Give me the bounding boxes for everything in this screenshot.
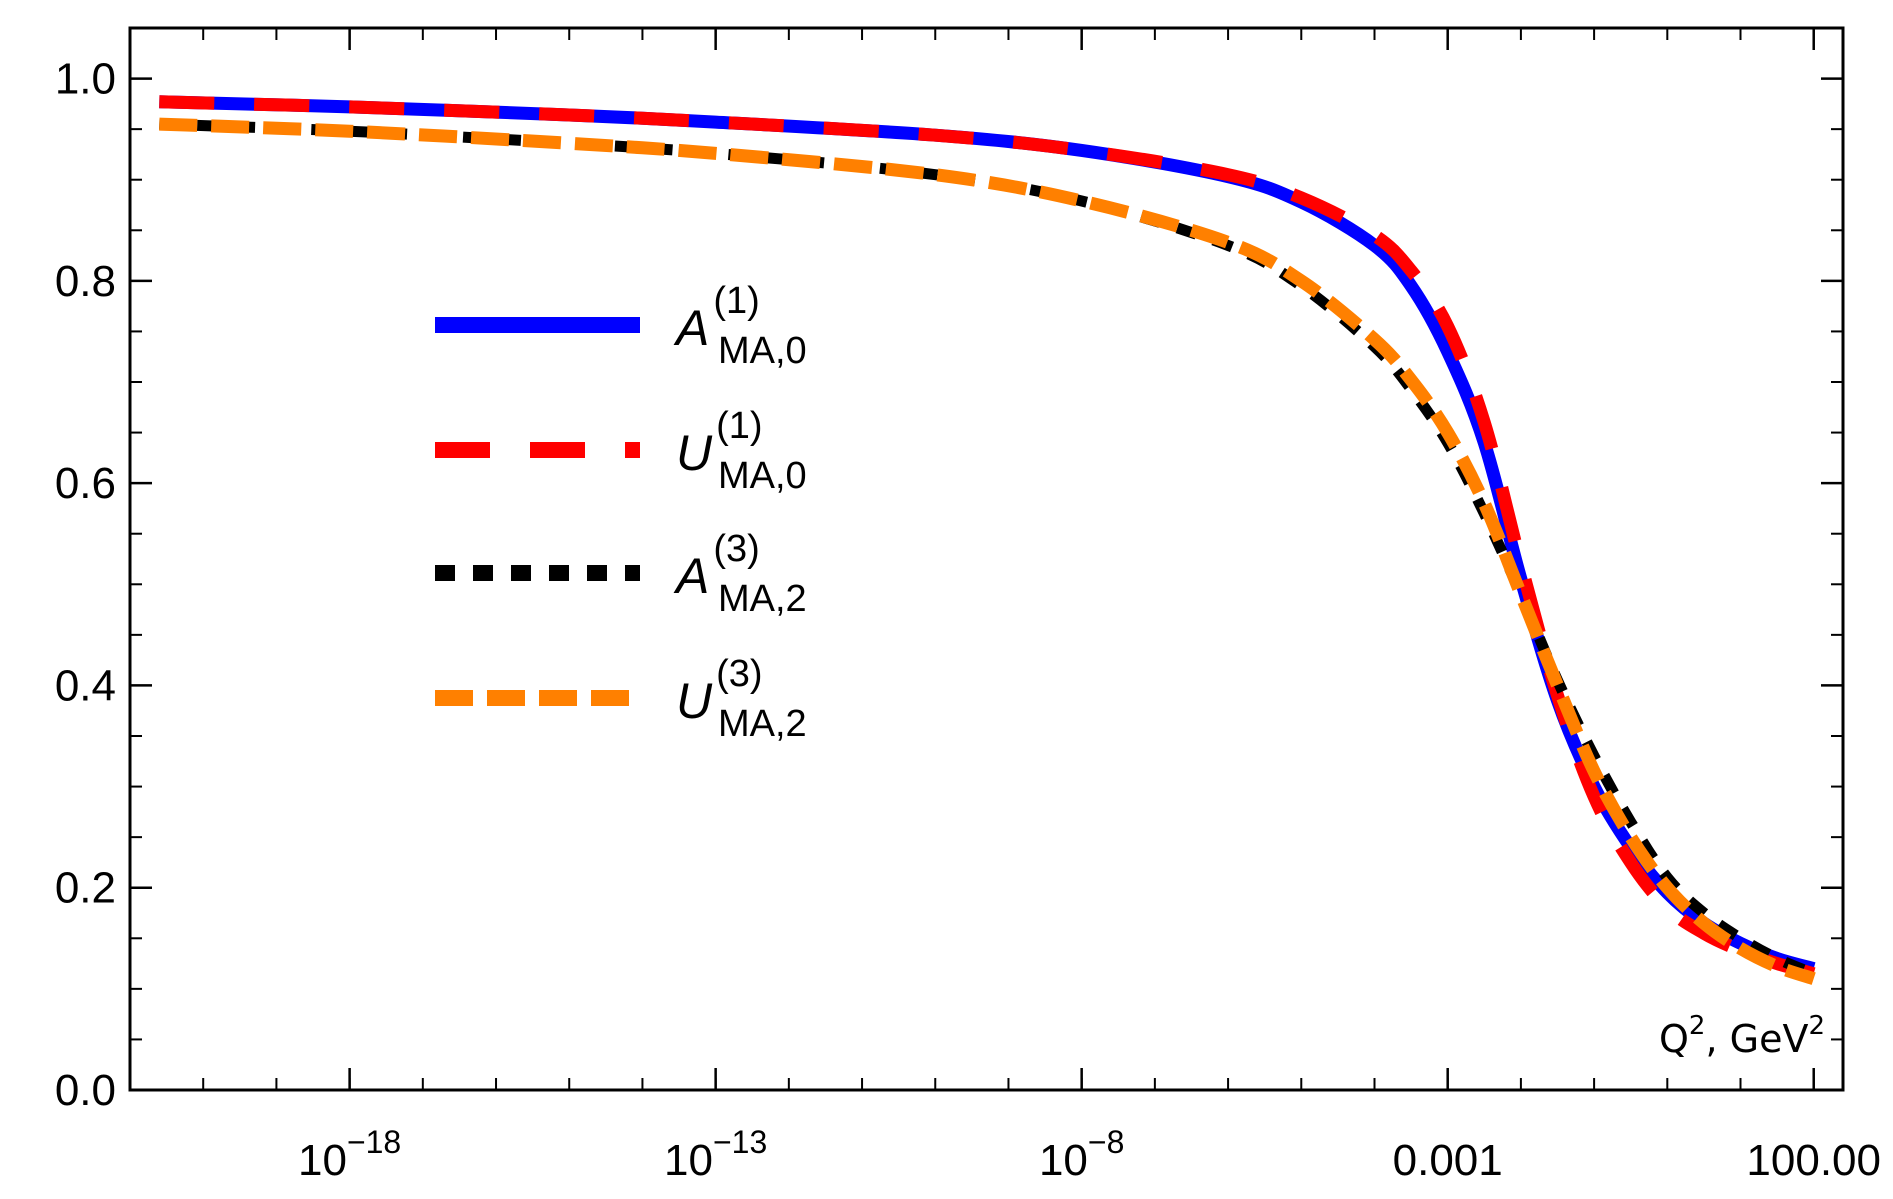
legend-entry-1: U (1) MA,0 bbox=[435, 405, 807, 497]
series-layer bbox=[159, 95, 1816, 985]
x-axis-label-unit: GeV bbox=[1730, 1017, 1809, 1061]
y-tick-label: 0.8 bbox=[55, 257, 116, 306]
legend-main-0: A bbox=[673, 300, 709, 356]
legend-label-0: A (1) MA,0 bbox=[673, 280, 807, 372]
legend-entry-3: U (3) MA,2 bbox=[435, 653, 807, 745]
legend-sub-0: MA,0 bbox=[718, 330, 807, 372]
x-tick-label: 10−18 bbox=[298, 1124, 401, 1185]
y-tick-label: 1.0 bbox=[55, 55, 116, 104]
x-tick-label: 10−13 bbox=[664, 1124, 767, 1185]
series-line-1 bbox=[159, 95, 1816, 980]
x-axis-label-sep: , bbox=[1705, 1017, 1729, 1061]
legend-label-3: U (3) MA,2 bbox=[676, 653, 807, 745]
legend-entry-0: A (1) MA,0 bbox=[435, 280, 807, 372]
axis-ticks bbox=[129, 27, 1843, 1092]
x-tick-label: 0.001 bbox=[1393, 1136, 1503, 1185]
x-axis-label-q: Q bbox=[1659, 1017, 1689, 1061]
x-tick-label: 10−8 bbox=[1039, 1124, 1124, 1185]
plot-frame bbox=[128, 26, 1845, 1092]
y-tick-label: 0.2 bbox=[55, 864, 116, 913]
series-line-2 bbox=[159, 118, 1816, 979]
x-axis-label: Q2, GeV2 bbox=[1659, 1011, 1825, 1061]
legend-main-2: A bbox=[673, 548, 709, 604]
legend-label-2: A (3) MA,2 bbox=[673, 528, 807, 620]
y-tick-label: 0.0 bbox=[55, 1066, 116, 1115]
legend-sup-2: (3) bbox=[713, 528, 759, 570]
legend-main-1: U bbox=[676, 425, 713, 481]
x-tick-label: 100.00 bbox=[1746, 1136, 1881, 1185]
legend-main-3: U bbox=[676, 673, 713, 729]
series-line-3 bbox=[159, 117, 1816, 985]
legend-sup-0: (1) bbox=[713, 280, 759, 322]
y-tick-label: 0.4 bbox=[55, 661, 116, 710]
x-axis-label-unit-sup: 2 bbox=[1808, 1011, 1825, 1041]
legend-sub-1: MA,0 bbox=[718, 455, 807, 497]
legend-sub-3: MA,2 bbox=[718, 703, 807, 745]
legend-entry-2: A (3) MA,2 bbox=[435, 528, 807, 620]
x-axis-label-q-sup: 2 bbox=[1689, 1011, 1706, 1041]
legend: A (1) MA,0 U (1) MA,0 A (3) MA,2 U (3) MA,2 bbox=[435, 280, 807, 745]
axis-tick-labels: 0.0 0.2 0.4 0.6 0.8 1.0 10−18 10−13 10−8 0.001 100… bbox=[55, 55, 1881, 1185]
y-tick-label: 0.6 bbox=[55, 459, 116, 508]
legend-sup-3: (3) bbox=[716, 653, 762, 695]
legend-sub-2: MA,2 bbox=[718, 578, 807, 620]
legend-sup-1: (1) bbox=[716, 405, 762, 447]
legend-label-1: U (1) MA,0 bbox=[676, 405, 807, 497]
series-line-0 bbox=[159, 95, 1816, 975]
